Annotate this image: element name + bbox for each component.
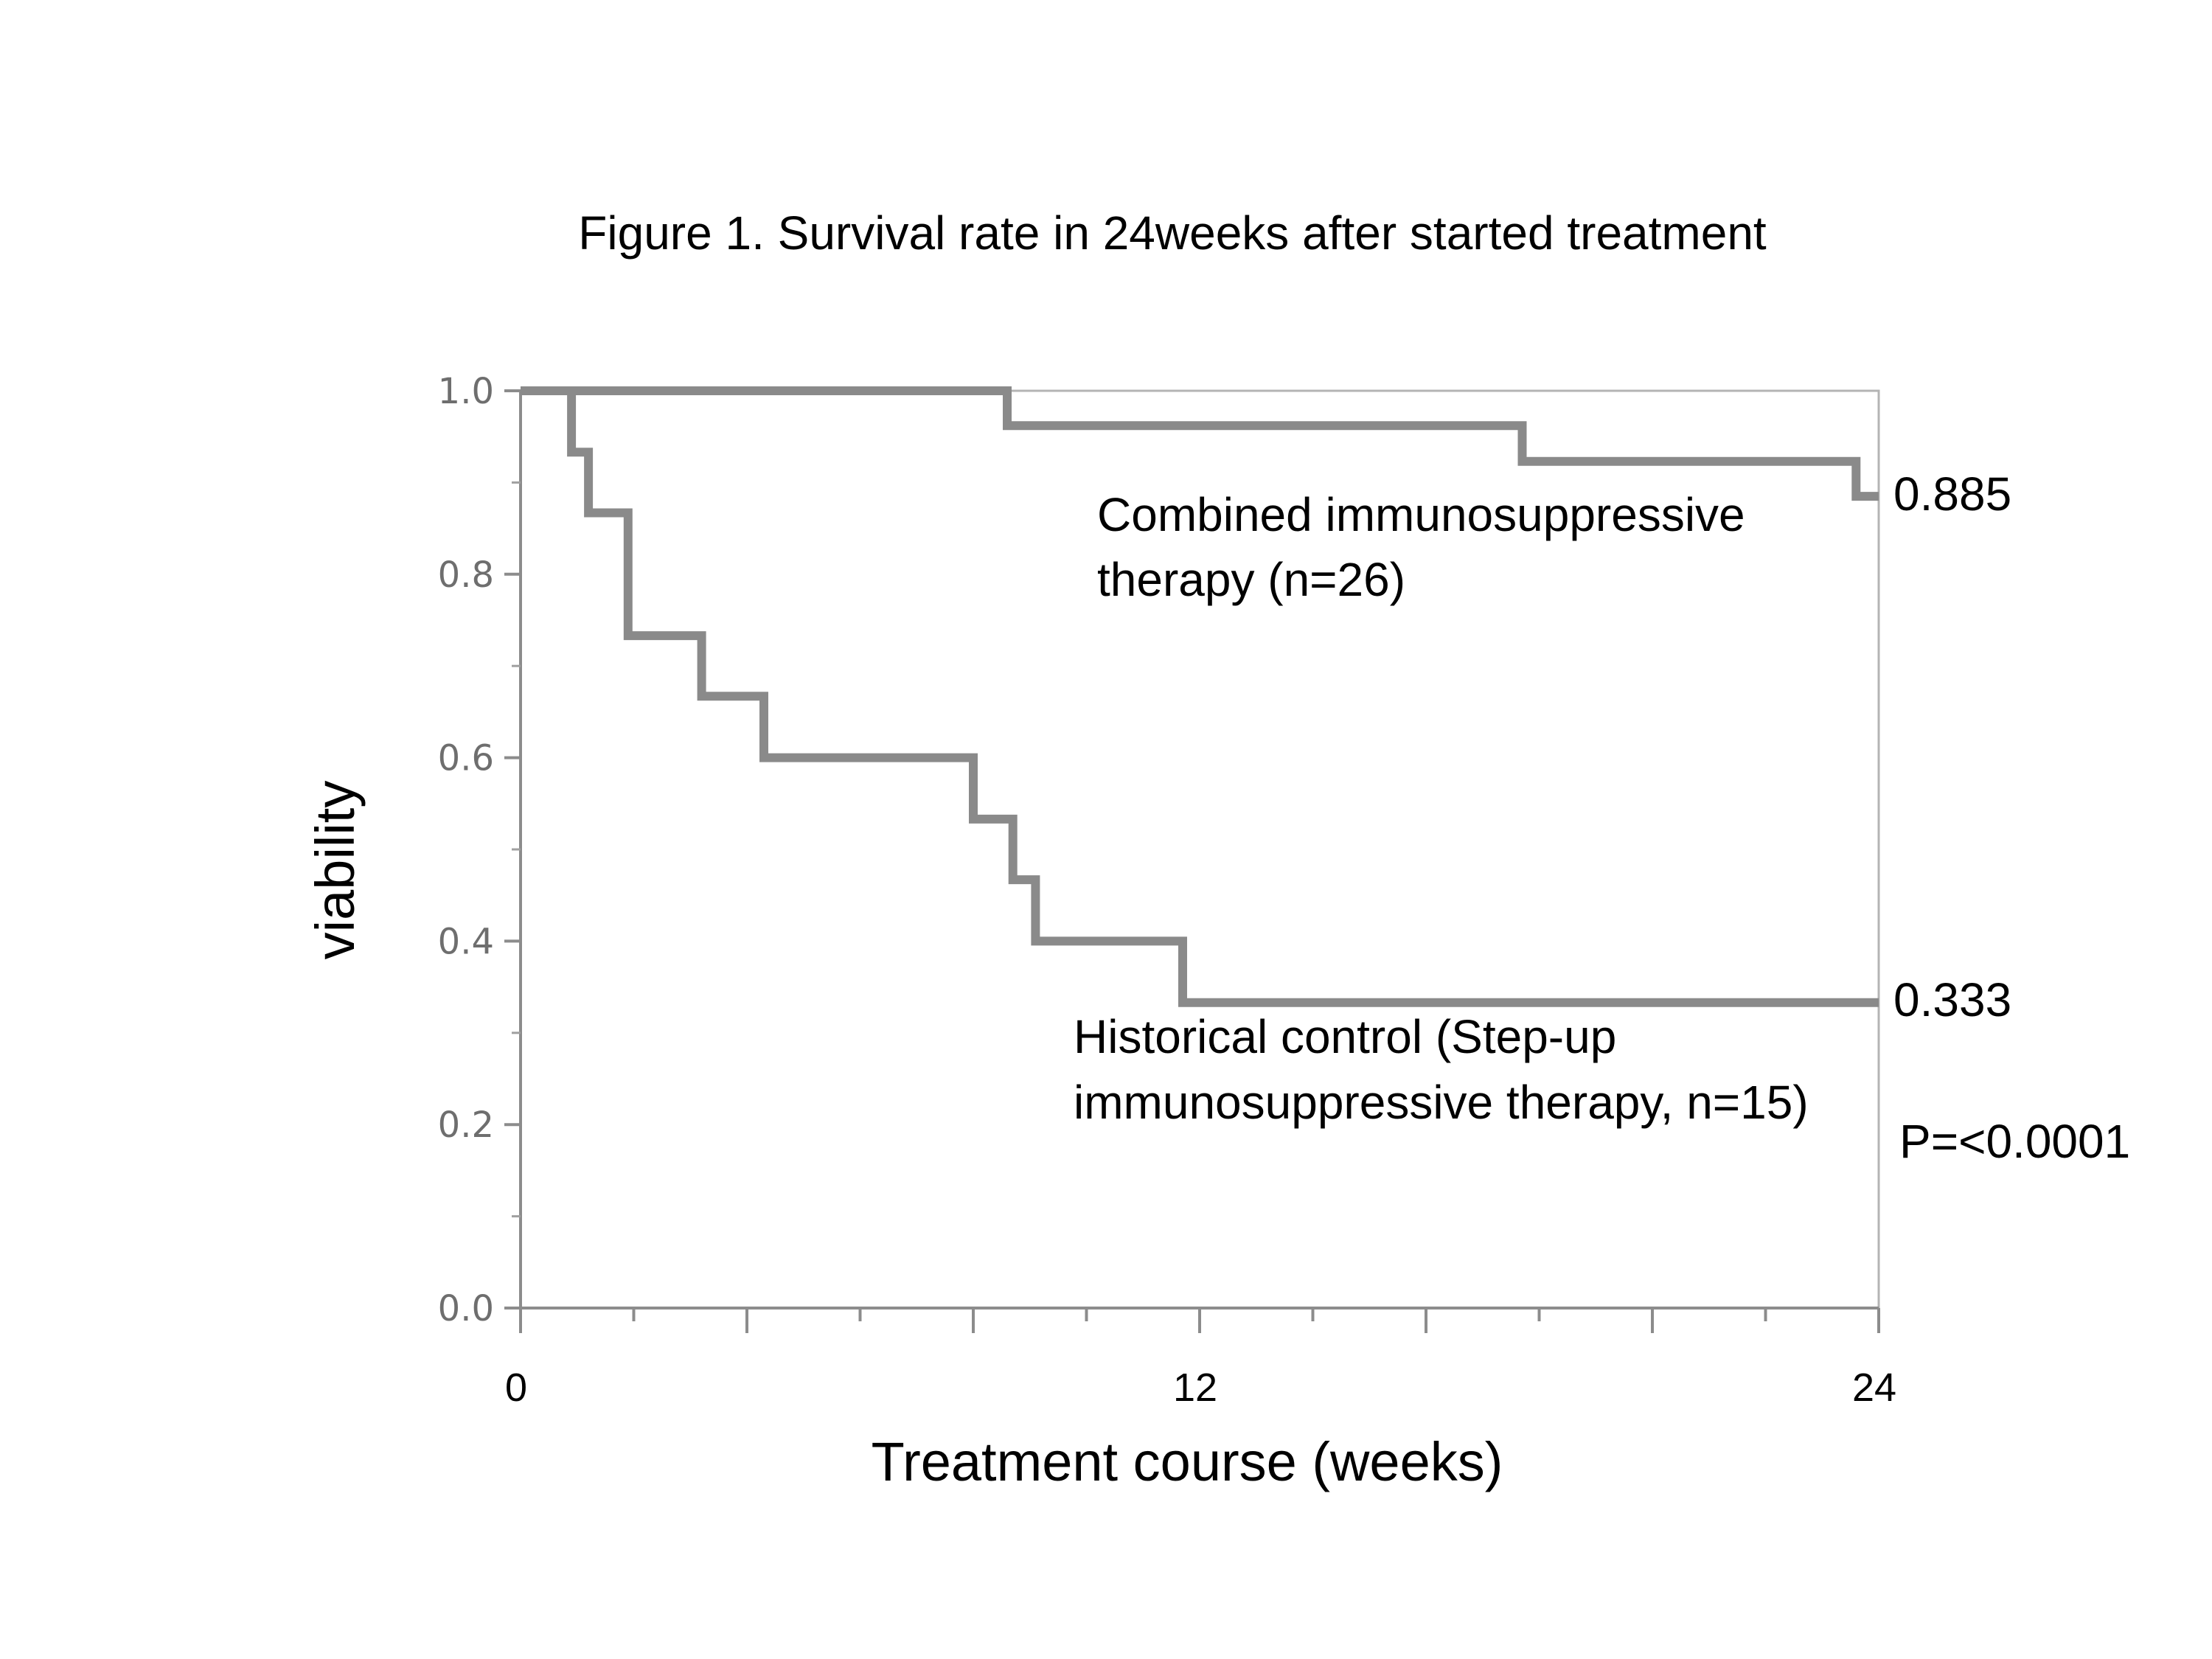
- series-1-line: [521, 386, 1879, 501]
- x-tick-label: 24: [1852, 1366, 1896, 1410]
- y-tick-label: 0.2: [438, 1105, 494, 1146]
- series-1-end-value: 0.885: [1893, 467, 2011, 521]
- y-tick-label: 0.0: [438, 1288, 494, 1329]
- p-value-annotation: P=<0.0001: [1899, 1115, 2130, 1168]
- series-2-line: [521, 386, 1879, 1007]
- series-lines: [521, 386, 1879, 1007]
- y-tick-label: 0.6: [438, 738, 494, 779]
- x-tick-label: 0: [505, 1366, 527, 1410]
- series-2-label-line-1: Historical control (Step-up: [1074, 1010, 1616, 1063]
- series-2-label-line-2: immunosuppressive therapy, n=15): [1074, 1076, 1809, 1129]
- x-axis-title: Treatment course (weeks): [872, 1431, 1503, 1492]
- chart-title: Figure 1. Survival rate in 24weeks after…: [578, 206, 1767, 260]
- series-1-label-line-2: therapy (n=26): [1097, 553, 1405, 606]
- series-1-label-line-1: Combined immunosuppressive: [1097, 488, 1745, 541]
- y-axis-title: viability: [305, 781, 366, 960]
- x-tick-label: 12: [1173, 1366, 1217, 1410]
- series-2-end-value: 0.333: [1893, 973, 2011, 1026]
- y-tick-label: 0.8: [438, 554, 494, 596]
- y-tick-label: 0.4: [438, 921, 494, 962]
- axis-ticks: 0.0 0.2 0.4 0.6 0.8 1.0 0 12 24: [438, 371, 1896, 1410]
- y-tick-label: 1.0: [438, 371, 494, 412]
